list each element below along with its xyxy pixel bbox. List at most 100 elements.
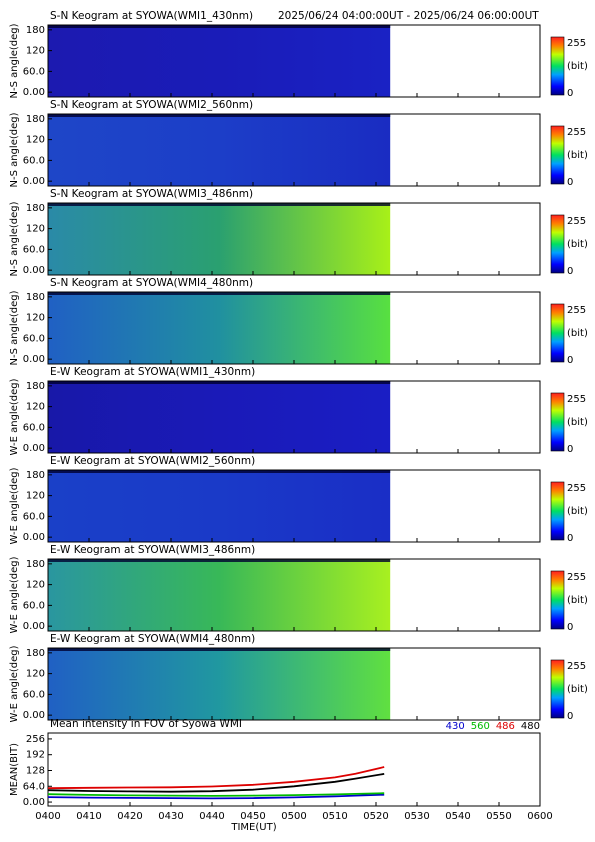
panel-title: E-W Keogram at SYOWA(WMI2_560nm): [50, 455, 255, 467]
y-tick-label: 180: [26, 114, 45, 125]
keogram-edge: [48, 559, 391, 562]
y-tick-label: 128: [26, 765, 45, 776]
series-line: [47, 792, 385, 797]
legend-label: 560: [471, 721, 490, 732]
colorbar-max: 255: [567, 216, 586, 227]
keogram-edge: [48, 648, 391, 651]
y-tick-label: 0.00: [23, 443, 45, 454]
y-tick-label: 120: [26, 224, 45, 235]
colorbar-min: 0: [567, 88, 573, 99]
panel-title: E-W Keogram at SYOWA(WMI1_430nm): [50, 366, 255, 378]
keogram-edge: [48, 203, 391, 206]
x-tick-label: 0400: [35, 811, 60, 822]
keogram-edge: [48, 292, 391, 295]
y-tick-label: 256: [26, 734, 45, 745]
colorbar-min: 0: [567, 177, 573, 188]
x-tick-label: 0440: [199, 811, 224, 822]
legend-label: 480: [521, 721, 540, 732]
y-tick-label: 120: [26, 46, 45, 57]
y-axis-label: W-E angle(deg): [9, 645, 20, 722]
y-tick-label: 0.00: [23, 176, 45, 187]
colorbar: [550, 36, 565, 96]
colorbar-max: 255: [567, 483, 586, 494]
colorbar: [550, 214, 565, 274]
y-tick-label: 120: [26, 402, 45, 413]
y-tick-label: 180: [26, 25, 45, 36]
colorbar: [550, 659, 565, 719]
panel-title: S-N Keogram at SYOWA(WMI4_480nm): [50, 277, 253, 289]
y-axis-label: W-E angle(deg): [9, 378, 20, 455]
keogram-edge: [48, 114, 391, 117]
x-tick-label: 0410: [76, 811, 101, 822]
colorbar: [550, 481, 565, 541]
series-line: [47, 793, 385, 800]
colorbar-min: 0: [567, 533, 573, 544]
panel-title: E-W Keogram at SYOWA(WMI4_480nm): [50, 633, 255, 645]
keogram-edge: [48, 25, 391, 28]
y-tick-label: 192: [26, 750, 45, 761]
y-tick-label: 180: [26, 203, 45, 214]
colorbar: [550, 125, 565, 185]
colorbar-max: 255: [567, 394, 586, 405]
y-tick-label: 180: [26, 292, 45, 303]
colorbar: [550, 303, 565, 363]
x-tick-label: 0600: [527, 811, 552, 822]
y-tick-label: 120: [26, 491, 45, 502]
y-tick-label: 60.0: [23, 155, 45, 166]
panel-title: S-N Keogram at SYOWA(WMI3_486nm): [50, 188, 253, 200]
colorbar-unit: (bit): [567, 684, 588, 695]
colorbar-max: 255: [567, 572, 586, 583]
keogram-image: [48, 381, 391, 453]
x-tick-label: 0500: [281, 811, 306, 822]
y-tick-label: 60.0: [23, 422, 45, 433]
y-axis-label: W-E angle(deg): [9, 467, 20, 544]
x-tick-label: 0530: [404, 811, 429, 822]
colorbar-max: 255: [567, 305, 586, 316]
keogram-image: [48, 648, 391, 720]
series-line: [47, 773, 385, 793]
legend-label: 486: [496, 721, 515, 732]
colorbar-unit: (bit): [567, 239, 588, 250]
colorbar-min: 0: [567, 444, 573, 455]
y-tick-label: 60.0: [23, 600, 45, 611]
colorbar-unit: (bit): [567, 328, 588, 339]
y-tick-label: 60.0: [23, 689, 45, 700]
period: 2025/06/24 04:00:00UT - 2025/06/24 06:00…: [278, 10, 539, 22]
y-tick-label: 64.0: [23, 781, 45, 792]
y-tick-label: 180: [26, 559, 45, 570]
y-tick-label: 0.00: [23, 710, 45, 721]
y-tick-label: 180: [26, 648, 45, 659]
chart-title: Mean intensity in FOV of Syowa WMI: [50, 718, 242, 730]
y-tick-label: 60.0: [23, 66, 45, 77]
x-tick-label: 0540: [445, 811, 470, 822]
colorbar: [550, 570, 565, 630]
keogram-image: [48, 114, 391, 186]
x-tick-label: 0430: [158, 811, 183, 822]
y-tick-label: 120: [26, 313, 45, 324]
y-tick-label: 0.00: [23, 621, 45, 632]
colorbar-min: 0: [567, 711, 573, 722]
keogram-image: [48, 203, 391, 275]
y-axis-label: N-S angle(deg): [9, 201, 20, 276]
y-tick-label: 60.0: [23, 244, 45, 255]
colorbar-max: 255: [567, 127, 586, 138]
y-tick-label: 120: [26, 135, 45, 146]
colorbar-min: 0: [567, 266, 573, 277]
colorbar-unit: (bit): [567, 61, 588, 72]
panel-title: S-N Keogram at SYOWA(WMI1_430nm): [50, 10, 253, 22]
keogram-edge: [48, 470, 391, 473]
y-tick-label: 0.00: [23, 532, 45, 543]
keogram-edge: [48, 381, 391, 384]
x-tick-label: 0520: [363, 811, 388, 822]
y-axis-label: W-E angle(deg): [9, 556, 20, 633]
y-tick-label: 0.00: [23, 354, 45, 365]
y-tick-label: 180: [26, 470, 45, 481]
y-axis-label: MEAN(BIT): [9, 743, 20, 796]
plot-frame: [47, 732, 541, 807]
y-tick-label: 60.0: [23, 511, 45, 522]
colorbar-min: 0: [567, 622, 573, 633]
colorbar-unit: (bit): [567, 417, 588, 428]
y-tick-label: 120: [26, 669, 45, 680]
